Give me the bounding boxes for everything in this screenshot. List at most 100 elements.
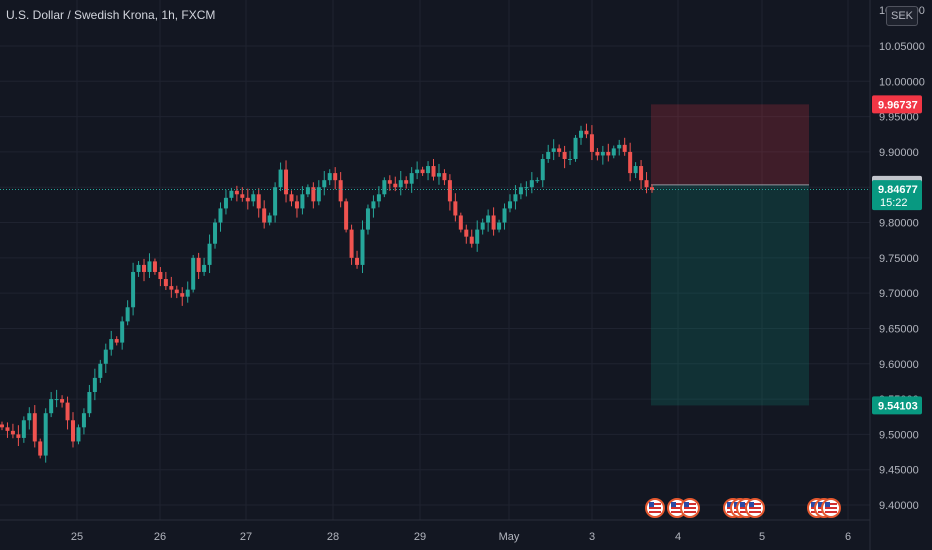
last-price-label-countdown: 15:22 xyxy=(880,197,908,209)
flag-stripe xyxy=(749,511,761,513)
candle-body xyxy=(540,158,545,181)
stop-price-label: 9.96737 xyxy=(878,99,918,111)
take-profit-zone[interactable] xyxy=(651,184,809,406)
candle-body xyxy=(43,413,48,456)
flag-canton xyxy=(818,502,823,507)
candle-body xyxy=(125,307,130,322)
candle-body xyxy=(568,158,573,160)
candle-body xyxy=(322,180,327,188)
candle-body xyxy=(38,441,43,456)
candle-body xyxy=(426,166,431,174)
candle-body xyxy=(5,427,10,431)
candles xyxy=(0,123,870,463)
candle-body xyxy=(174,289,179,294)
candle-body xyxy=(136,264,141,272)
candle-body xyxy=(262,208,267,223)
candle-body xyxy=(234,190,239,195)
time-tick-label: 28 xyxy=(327,531,339,543)
candle-body xyxy=(245,197,250,202)
candle-body xyxy=(49,399,54,414)
us-flag-icon[interactable] xyxy=(821,498,841,518)
candle-body xyxy=(131,271,136,308)
candle-body xyxy=(650,187,654,191)
candle-body xyxy=(606,151,611,156)
candle-body xyxy=(475,229,480,244)
candle-body xyxy=(60,399,65,403)
target-price-label: 9.54103 xyxy=(878,400,918,412)
price-tick-label: 9.90000 xyxy=(879,147,919,159)
flag-stripe xyxy=(825,503,837,505)
flag-stripe xyxy=(825,507,837,509)
candle-body xyxy=(223,197,228,209)
candle-body xyxy=(278,169,283,188)
candle-body xyxy=(76,427,81,442)
candle-body xyxy=(305,187,310,195)
candle-body xyxy=(316,187,321,202)
stop-loss-zone[interactable] xyxy=(651,104,809,185)
flag-stripe xyxy=(749,507,761,509)
candle-body xyxy=(546,151,551,159)
time-tick-label: 4 xyxy=(675,531,681,543)
candle-body xyxy=(409,173,414,184)
last-price-label: 9.84677 xyxy=(878,184,918,196)
candle-body xyxy=(584,130,589,135)
candle-body xyxy=(524,187,529,189)
symbol-title[interactable]: U.S. Dollar / Swedish Krona, 1h, FXCM xyxy=(6,8,216,22)
candle-body xyxy=(551,148,556,152)
candle-body xyxy=(120,321,125,343)
flag-canton xyxy=(649,502,654,507)
flag-canton xyxy=(734,502,739,507)
currency-button[interactable]: SEK xyxy=(886,6,918,26)
candle-body xyxy=(185,289,190,297)
flag-canton xyxy=(671,502,676,507)
candle-body xyxy=(71,420,76,442)
flag-stripe xyxy=(671,507,683,509)
flag-canton xyxy=(727,502,732,507)
candle-body xyxy=(163,279,168,287)
candle-body xyxy=(338,180,343,202)
economic-events[interactable] xyxy=(645,498,841,518)
candle-body xyxy=(453,201,458,216)
candle-body xyxy=(507,201,512,209)
candle-body xyxy=(431,166,436,177)
flag-stripe xyxy=(684,503,696,505)
candle-body xyxy=(207,243,212,265)
flag-canton xyxy=(684,502,689,507)
candle-body xyxy=(360,229,365,265)
time-tick-label: 29 xyxy=(414,531,426,543)
candle-body xyxy=(398,180,403,188)
time-tick-label: 3 xyxy=(589,531,595,543)
candle-body xyxy=(213,222,218,244)
candle-body xyxy=(251,194,256,202)
time-tick-label: May xyxy=(499,531,520,543)
candle-body xyxy=(529,180,534,188)
candle-body xyxy=(289,194,294,202)
flag-canton xyxy=(825,502,830,507)
candle-body xyxy=(622,144,627,152)
flag-stripe xyxy=(825,511,837,513)
time-scale[interactable]: 25 26 27 28 29 May 3 4 5 6 xyxy=(71,531,851,543)
candle-body xyxy=(267,215,272,223)
us-flag-icon[interactable] xyxy=(680,498,700,518)
price-tick-label: 9.95000 xyxy=(879,112,919,124)
candle-body xyxy=(628,151,633,174)
candle-body xyxy=(27,413,32,421)
price-tick-label: 10.05000 xyxy=(879,41,925,53)
price-scale[interactable]: 10.0500010.000009.950009.900009.850009.8… xyxy=(879,5,925,512)
candle-body xyxy=(98,363,103,378)
price-tick-label: 9.60000 xyxy=(879,359,919,371)
candle-body xyxy=(573,137,578,159)
candle-body xyxy=(65,402,70,421)
position-zones[interactable] xyxy=(651,104,809,406)
candle-body xyxy=(633,166,638,174)
candle-body xyxy=(87,392,92,414)
price-tick-label: 9.40000 xyxy=(879,500,919,512)
us-flag-icon[interactable] xyxy=(745,498,765,518)
us-flag-icon[interactable] xyxy=(645,498,665,518)
candle-body xyxy=(382,180,387,195)
candle-body xyxy=(442,173,447,181)
price-tick-label: 9.75000 xyxy=(879,253,919,265)
flag-stripe xyxy=(684,507,696,509)
